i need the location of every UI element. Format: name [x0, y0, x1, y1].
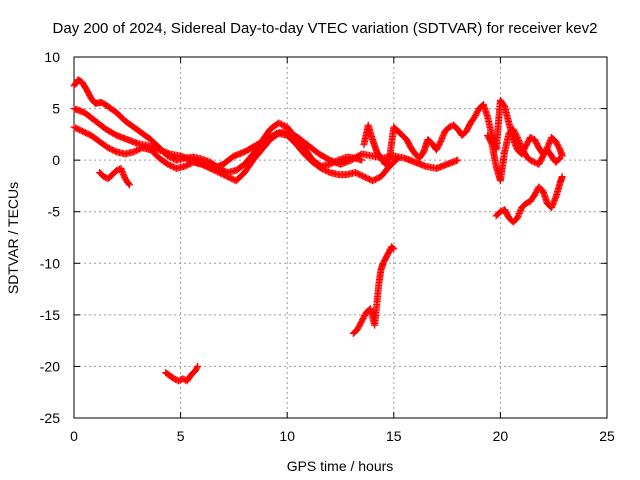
data-point [118, 167, 126, 175]
data-point [125, 181, 133, 189]
x-axis-label: GPS time / hours [287, 458, 394, 474]
data-point [550, 198, 558, 206]
data-point [194, 362, 202, 370]
data-point [439, 132, 447, 140]
y-tick-label: 5 [52, 101, 60, 117]
data-point [119, 169, 127, 177]
series-trace-g [492, 173, 566, 226]
data-point [544, 142, 552, 150]
data-point [548, 202, 556, 210]
y-tick-label: -10 [40, 255, 60, 271]
data-point [439, 133, 447, 141]
data-point [513, 133, 521, 141]
series-trace-a [70, 76, 366, 177]
series-trace-d [96, 164, 133, 189]
x-tick-label: 10 [279, 428, 295, 444]
y-axis-label: SDTVAR / TECUs [5, 182, 21, 294]
data-point [440, 130, 448, 138]
data-point [454, 156, 462, 164]
data-point [551, 196, 559, 204]
data-point [125, 180, 133, 188]
y-tick-label: -25 [40, 410, 60, 426]
series-trace-e [360, 96, 564, 168]
data-point [515, 138, 523, 146]
x-tick-label: 0 [70, 428, 78, 444]
data-point [545, 141, 553, 149]
data-point [120, 172, 128, 180]
data-point [515, 136, 523, 144]
series-trace-f [484, 125, 566, 185]
plot-frame [73, 56, 608, 419]
data-point [517, 207, 525, 215]
data-point [438, 135, 446, 143]
data-point [514, 135, 522, 143]
data-point [515, 211, 523, 219]
data-point [513, 214, 521, 222]
data-point [555, 155, 563, 163]
data-point [119, 170, 127, 178]
data-point [549, 201, 557, 209]
data-point [117, 164, 125, 172]
data-point [558, 173, 566, 181]
data-point [516, 208, 524, 216]
data-point [558, 152, 566, 160]
data-point [437, 136, 445, 144]
data-point [517, 141, 525, 149]
series-trace-i [162, 362, 202, 385]
series-trace-h [349, 243, 398, 337]
data-marks [70, 76, 566, 385]
x-tick-label: 5 [177, 428, 185, 444]
data-point [515, 209, 523, 217]
y-tick-label: 10 [44, 49, 60, 65]
x-tick-label: 20 [493, 428, 509, 444]
y-tick-label: 0 [52, 152, 60, 168]
data-point [514, 212, 522, 220]
data-point [389, 244, 397, 252]
data-point [549, 199, 557, 207]
grid [74, 57, 607, 418]
x-tick-label: 25 [599, 428, 615, 444]
axis-ticks: 0 5 10 15 20 25 -25 -20 -15 -10 -5 0 5 10 [40, 49, 615, 444]
y-tick-label: -5 [48, 204, 61, 220]
x-tick-label: 15 [386, 428, 402, 444]
data-point [516, 139, 524, 147]
data-point [193, 364, 201, 372]
data-point [118, 166, 126, 174]
data-point [548, 204, 556, 212]
series-trace-c [70, 105, 462, 172]
chart-title: Day 200 of 2024, Sidereal Day-to-day VTE… [53, 20, 598, 37]
data-point [543, 144, 551, 152]
data-point [545, 139, 553, 147]
data-point [390, 245, 398, 253]
y-tick-label: -15 [40, 307, 60, 323]
data-point [358, 156, 366, 164]
data-point [437, 138, 445, 146]
y-tick-label: -20 [40, 358, 60, 374]
